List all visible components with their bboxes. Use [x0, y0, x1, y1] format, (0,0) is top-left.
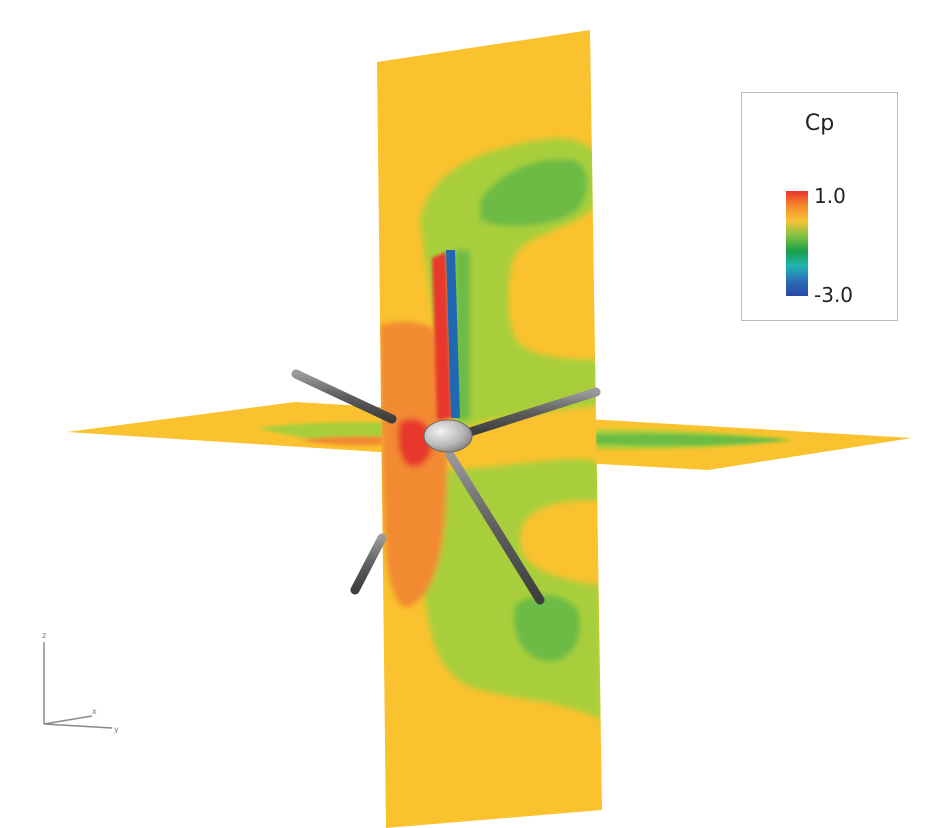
blade-upper-left — [291, 369, 397, 424]
legend-min-label: -3.0 — [814, 283, 854, 307]
propeller — [291, 369, 601, 605]
legend-max-label: 1.0 — [814, 184, 846, 208]
colorbar-legend: Cp 1.0 -3.0 — [741, 92, 898, 321]
blade-right — [465, 387, 601, 437]
axes-triad: z y x — [42, 631, 119, 734]
legend-title: Cp — [804, 111, 835, 136]
axis-y-line — [43, 723, 113, 729]
colorbar — [786, 191, 808, 296]
axis-z-label: z — [42, 631, 46, 640]
blade-lower-left — [350, 533, 387, 595]
axis-x-line — [43, 715, 93, 725]
blade-lower-right — [445, 450, 545, 605]
axis-x-label: x — [92, 707, 97, 716]
axis-y-label: y — [114, 725, 119, 734]
hub — [423, 419, 473, 453]
